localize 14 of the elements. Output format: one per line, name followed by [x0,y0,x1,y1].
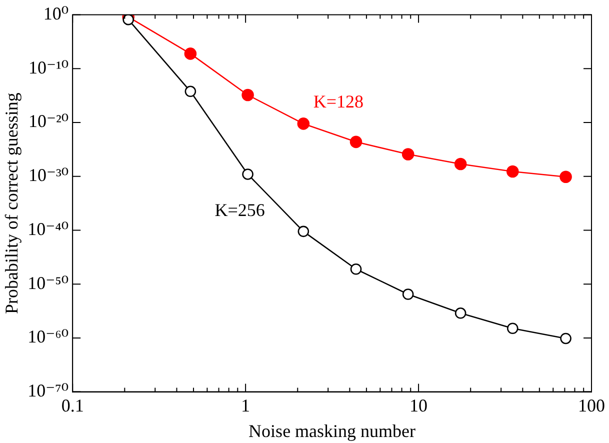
y-tick-label: 10⁻⁵⁰ [28,272,69,293]
y-tick-label: 10⁻²⁰ [28,111,69,132]
y-tick-label: 10⁻¹⁰ [28,57,69,78]
x-axis-title: Noise masking number [248,420,416,441]
y-tick-label: 10⁻⁶⁰ [28,326,69,347]
x-tick-label: 1 [241,395,250,416]
y-tick-label: 10⁰ [43,4,69,24]
x-tick-label: 10 [410,395,428,416]
x-tick-label: 100 [578,395,605,416]
series-label: K=128 [313,91,364,112]
y-tick-label: 10⁻⁴⁰ [28,218,69,239]
series-label: K=256 [214,200,265,220]
y-tick-label: 10⁻³⁰ [28,165,69,186]
y-axis-title: Probability of correct guessing [2,92,22,314]
